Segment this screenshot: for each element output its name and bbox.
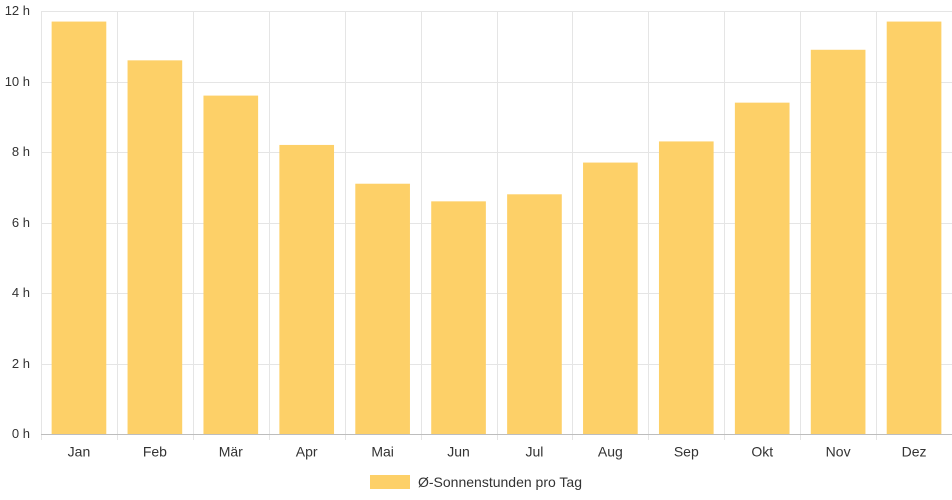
y-tick-label: 8 h xyxy=(12,144,30,159)
y-tick-label: 10 h xyxy=(5,74,30,89)
x-tick-label: Mai xyxy=(371,444,394,460)
x-tick-label: Dez xyxy=(902,444,927,460)
bar-Jan xyxy=(51,21,107,434)
bar-Aug xyxy=(583,162,638,434)
bar-Okt xyxy=(734,102,790,435)
bar-Jun xyxy=(431,201,486,434)
bar-Apr xyxy=(279,144,335,434)
x-tick-label: Mär xyxy=(219,444,243,460)
bar-Mai xyxy=(355,183,410,434)
x-tick-label: Okt xyxy=(751,444,773,460)
legend-label: Ø-Sonnenstunden pro Tag xyxy=(418,474,582,490)
x-tick-label: Feb xyxy=(143,444,167,460)
y-tick-label: 4 h xyxy=(12,285,30,300)
bar-Dez xyxy=(886,21,942,434)
x-tick-label: Aug xyxy=(598,444,623,460)
bar-Sep xyxy=(658,141,714,435)
legend-swatch xyxy=(370,475,410,489)
x-tick-label: Nov xyxy=(826,444,851,460)
y-tick-label: 6 h xyxy=(12,215,30,230)
x-tick-label: Jul xyxy=(526,444,544,460)
x-tick-label: Jan xyxy=(68,444,91,460)
bar-Feb xyxy=(127,60,183,434)
bar-Jul xyxy=(507,194,562,434)
chart-legend[interactable]: Ø-Sonnenstunden pro Tag xyxy=(0,472,952,492)
y-tick-label: 12 h xyxy=(5,3,30,18)
chart-canvas: 0 h 2 h 4 h 6 h 8 h 10 h 12 h Jan Feb Mär Apr Mai Ju… xyxy=(5,3,952,460)
x-tick-label: Apr xyxy=(296,444,318,460)
bar-Nov xyxy=(810,49,866,435)
bar-Mär xyxy=(203,95,259,434)
x-tick-label: Sep xyxy=(674,444,699,460)
x-tick-label: Jun xyxy=(447,444,470,460)
y-tick-label: 2 h xyxy=(12,356,30,371)
y-tick-label: 0 h xyxy=(12,426,30,441)
